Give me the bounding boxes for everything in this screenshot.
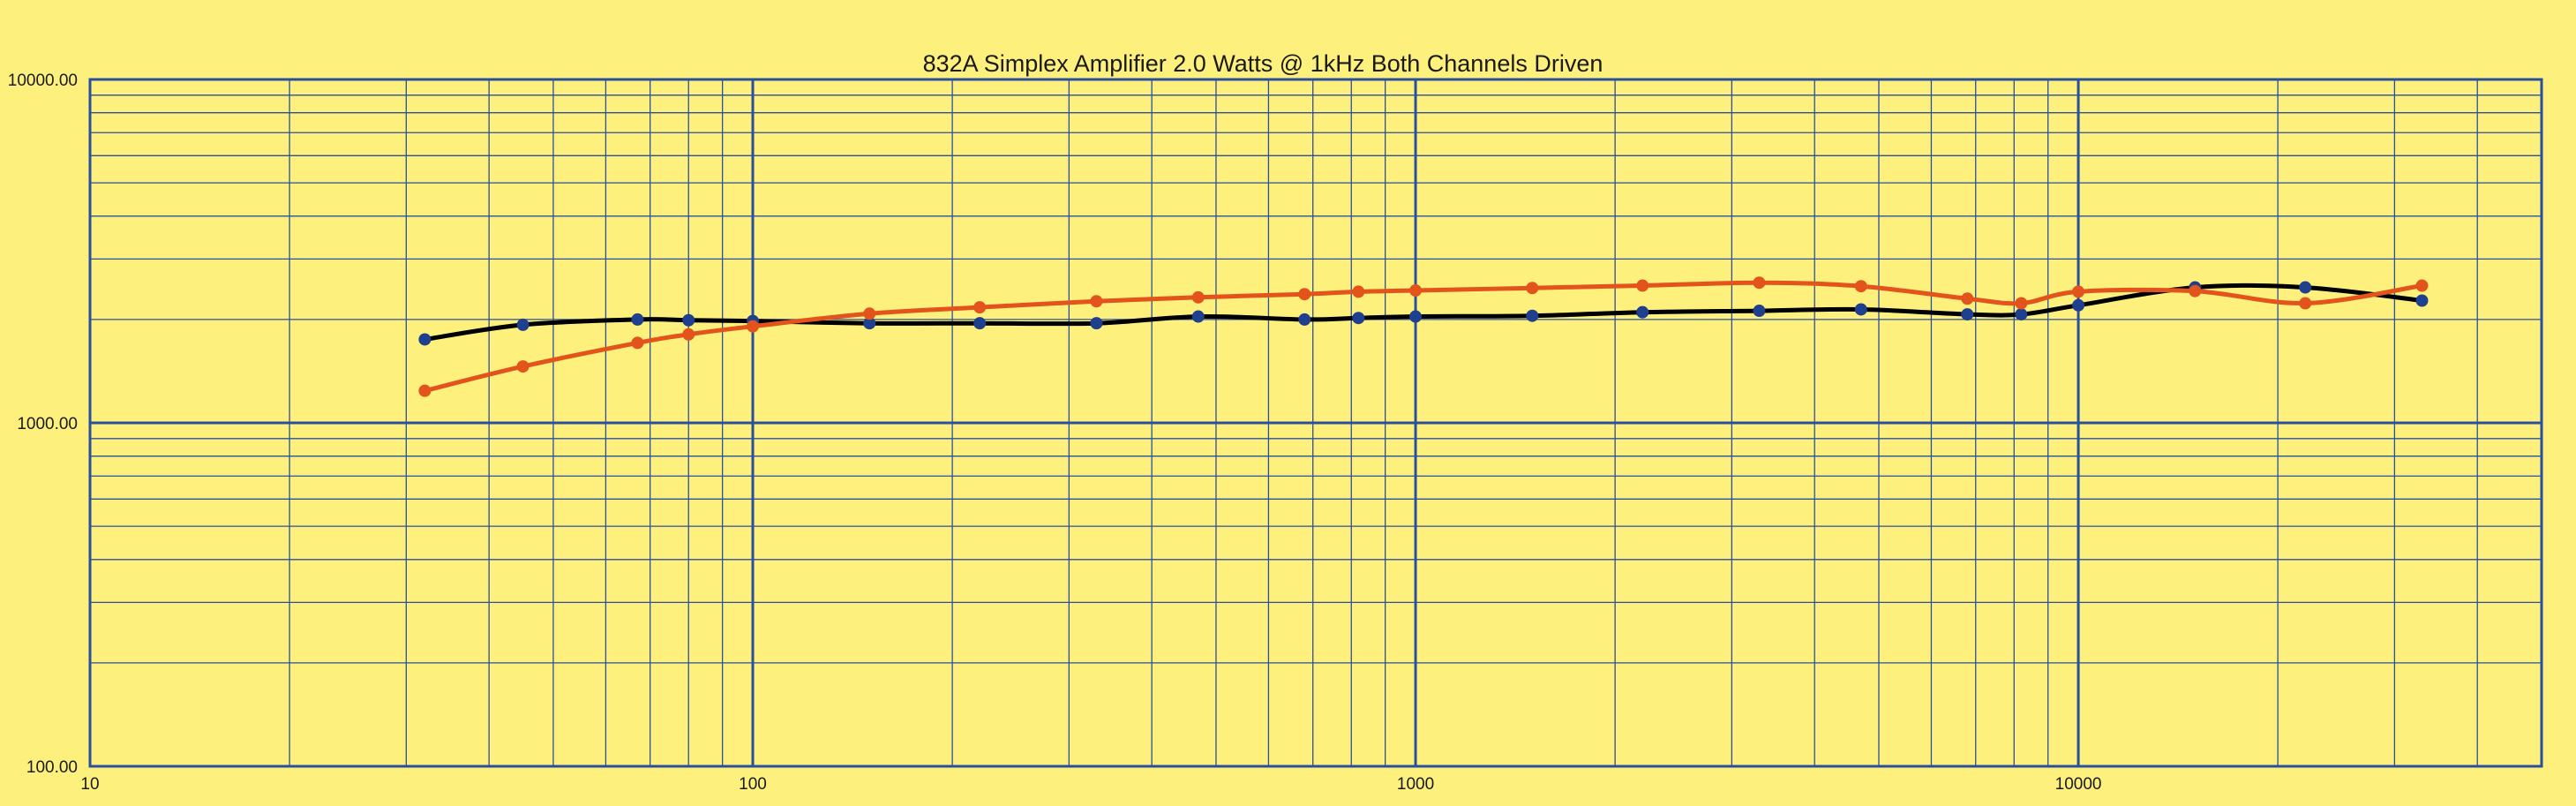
plot-border [88,78,2543,768]
x-tick-label: 10 [80,775,99,794]
series-1-point [1352,312,1365,325]
series-1-point [1409,310,1423,323]
series-1-point [1191,310,1205,323]
series-1-point [2072,298,2085,312]
series-2-line [422,280,2424,394]
series-1-line [422,282,2424,342]
series-2-point [516,360,529,373]
y-tick-label: 100.00 [26,758,78,777]
series-2-point [973,301,987,314]
series-1-point [1526,309,1539,322]
series-1-point [1753,305,1766,318]
x-tick-label: 10000 [2055,775,2102,794]
y-tick-label: 1000.00 [17,415,78,433]
series-2-point [1090,295,1103,308]
series-2-point [1191,290,1205,304]
series-1-point [2415,294,2429,307]
series-2-point [1961,292,1974,305]
series-2-point [2299,297,2312,310]
series-1-point [682,313,695,327]
series-1-point [2015,308,2028,321]
grid [88,78,2543,768]
series-2-point [2189,284,2202,298]
series-2-point [1352,285,1365,298]
series-1-point [418,333,432,346]
series-1-point [2299,281,2312,294]
x-tick-label: 100 [739,775,767,794]
series-layer [418,276,2429,397]
y-tick-label: 10000.00 [8,72,78,90]
series-2-point [1409,283,1423,297]
series-2-point [747,320,760,333]
series-1-point [1636,305,1649,319]
series-1-point [631,313,644,326]
series-1-point [1961,308,1974,321]
series-1-point [1298,313,1311,326]
series-2-point [418,384,432,397]
series-2-point [2415,279,2429,292]
series-2-point [2072,285,2085,298]
series-1-point [1854,303,1867,316]
series-1 [418,281,2429,346]
series-2-point [2015,297,2028,310]
x-tick-label: 1000 [1397,775,1434,794]
series-1-point [1090,317,1103,330]
chart-title: 832A Simplex Amplifier 2.0 Watts @ 1kHz … [923,50,1603,77]
series-2-point [1753,276,1766,290]
series-2 [418,276,2429,397]
series-2-point [631,336,644,350]
axes: 10 100 1000 10000 100.00 1000.00 10000.00 [8,72,2102,794]
series-1-point [973,317,987,330]
series-1-point [516,318,529,331]
series-2-point [1636,279,1649,292]
series-2-point [1298,288,1311,301]
series-2-point [1526,282,1539,295]
series-2-point [682,328,695,341]
series-2-point [863,307,876,320]
series-2-point [1854,280,1867,293]
